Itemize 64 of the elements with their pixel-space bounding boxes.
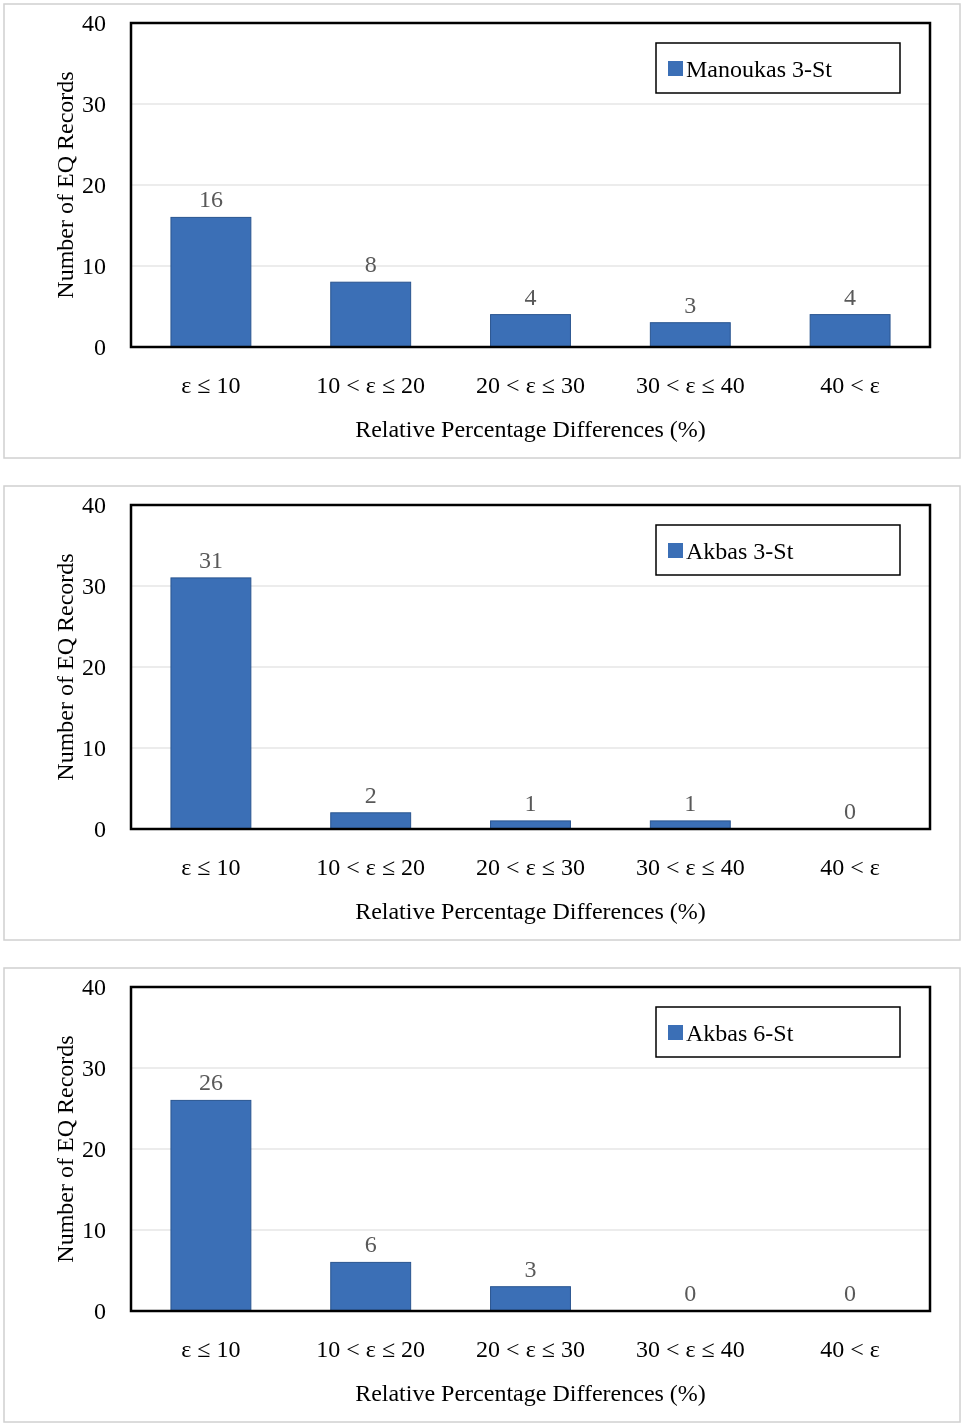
x-tick-label: 30 < ε ≤ 40 [635, 1336, 745, 1362]
data-label: 0 [844, 1280, 857, 1306]
y-axis-title: Number of EQ Records [52, 1035, 78, 1263]
x-tick-label: 10 < ε ≤ 20 [316, 372, 426, 398]
bar [490, 314, 571, 348]
y-tick-label: 0 [94, 1298, 106, 1324]
bar [330, 812, 412, 830]
data-label: 4 [844, 283, 857, 310]
data-label: 16 [198, 186, 223, 213]
y-tick-label: 20 [82, 654, 106, 680]
data-label: 8 [364, 251, 377, 278]
y-tick-label: 10 [82, 1217, 106, 1243]
y-tick-label: 30 [82, 573, 106, 599]
bar [170, 577, 252, 830]
bar [330, 1261, 412, 1312]
x-tick-label: ε ≤ 10 [181, 1336, 241, 1362]
data-label: 6 [364, 1231, 377, 1258]
legend-label: Manoukas 3-St [686, 56, 833, 82]
y-axis-title: Number of EQ Records [52, 553, 78, 781]
bar [809, 314, 891, 348]
y-tick-label: 0 [94, 816, 106, 842]
x-tick-label: 20 < ε ≤ 30 [476, 1336, 585, 1362]
x-axis-title: Relative Percentage Differences (%) [355, 416, 706, 442]
y-tick-label: 20 [82, 172, 106, 198]
data-label: 2 [364, 781, 377, 808]
x-tick-label: ε ≤ 10 [181, 854, 241, 880]
x-tick-label: 40 < ε [820, 854, 880, 880]
x-tick-label: 40 < ε [820, 372, 880, 398]
data-label: 0 [844, 798, 857, 824]
x-tick-label: 40 < ε [820, 1336, 880, 1362]
y-tick-label: 40 [82, 974, 106, 1000]
y-tick-label: 0 [94, 334, 106, 360]
bar [170, 216, 252, 348]
bar [170, 1099, 252, 1312]
data-label: 1 [524, 789, 537, 816]
x-tick-label: 30 < ε ≤ 40 [635, 854, 745, 880]
data-label: 3 [524, 1255, 537, 1282]
legend-label: Akbas 6-St [686, 1020, 794, 1046]
bar [649, 322, 731, 348]
data-label: 3 [684, 291, 697, 318]
legend-label: Akbas 3-St [686, 538, 794, 564]
x-tick-label: 30 < ε ≤ 40 [635, 372, 745, 398]
x-axis-title: Relative Percentage Differences (%) [355, 898, 706, 924]
y-tick-label: 40 [82, 492, 106, 518]
data-label: 4 [524, 283, 537, 310]
x-tick-label: 20 < ε ≤ 30 [476, 372, 585, 398]
y-tick-label: 40 [82, 10, 106, 36]
y-tick-label: 30 [82, 91, 106, 117]
data-label: 0 [684, 1280, 697, 1306]
x-axis-title: Relative Percentage Differences (%) [355, 1380, 706, 1406]
bar [490, 1286, 571, 1312]
y-tick-label: 20 [82, 1136, 106, 1162]
data-label: 26 [198, 1069, 223, 1096]
data-label: 1 [684, 789, 697, 816]
y-tick-label: 10 [82, 735, 106, 761]
x-tick-label: 10 < ε ≤ 20 [316, 854, 426, 880]
bar [330, 281, 412, 348]
data-label: 31 [198, 546, 223, 573]
x-tick-label: 10 < ε ≤ 20 [316, 1336, 426, 1362]
y-axis-title: Number of EQ Records [52, 71, 78, 299]
x-tick-label: ε ≤ 10 [181, 372, 241, 398]
y-tick-label: 30 [82, 1055, 106, 1081]
y-tick-label: 10 [82, 253, 106, 279]
x-tick-label: 20 < ε ≤ 30 [476, 854, 585, 880]
